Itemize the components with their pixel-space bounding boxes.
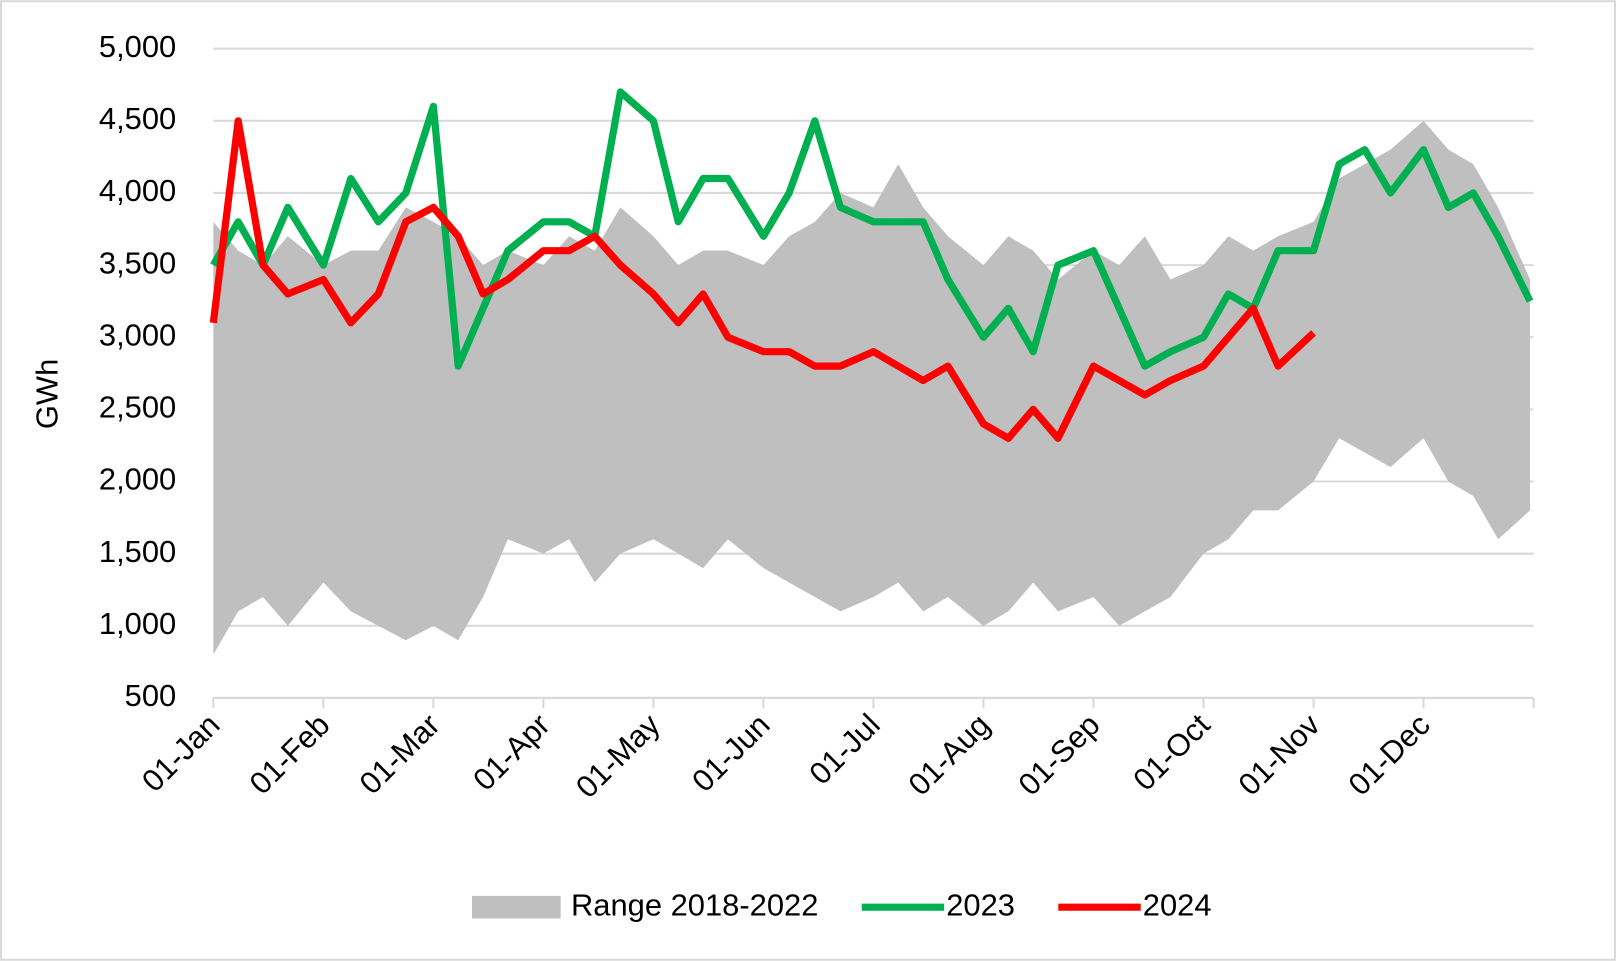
series-line [209, 117, 1316, 442]
legend-swatch [472, 895, 561, 919]
series-line [210, 88, 1534, 370]
legend-label: 2023 [946, 887, 1015, 922]
y-tick-label: 4,500 [99, 101, 176, 136]
y-tick-label: 4,000 [99, 173, 176, 208]
legend-item: 2023 [861, 887, 1015, 922]
y-tick-label: 2,000 [99, 462, 176, 497]
legend-label: 2024 [1143, 887, 1212, 922]
y-tick-label: 1,000 [99, 606, 176, 641]
y-tick-label: 3,000 [99, 317, 176, 352]
y-tick-label: 500 [125, 678, 177, 713]
range-band [213, 120, 1531, 655]
y-tick-label: 5,000 [99, 29, 176, 64]
y-axis-label: GWh [30, 359, 65, 429]
y-tick-label: 2,500 [99, 390, 176, 425]
legend-item: 2024 [1058, 887, 1212, 922]
legend-label: Range 2018-2022 [571, 887, 818, 922]
legend-item: Range 2018-2022 [472, 887, 818, 922]
y-tick-label: 1,500 [99, 534, 176, 569]
y-tick-label: 3,500 [99, 245, 176, 280]
